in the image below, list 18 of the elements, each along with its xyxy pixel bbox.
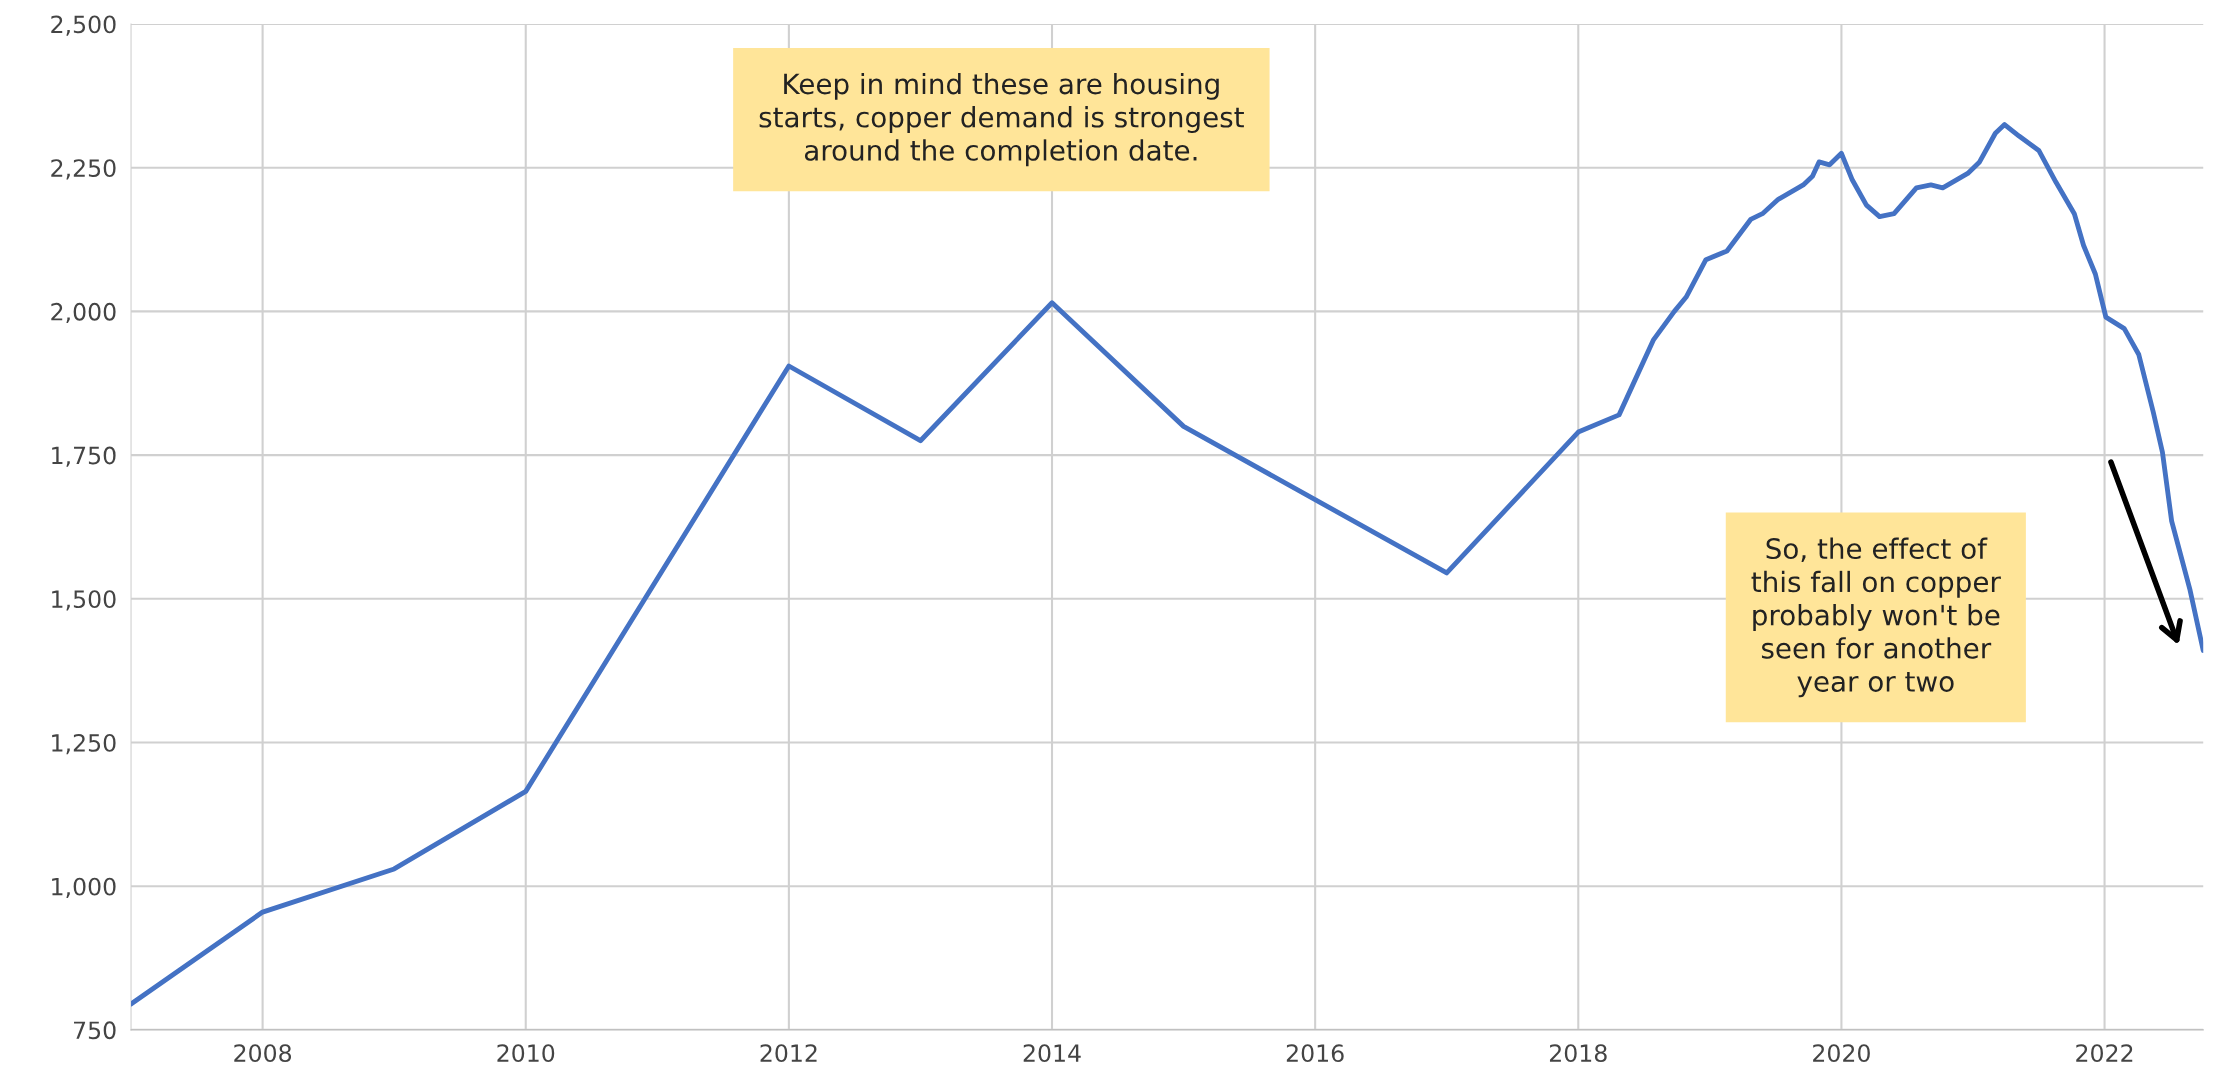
x-tick-label: 2016	[1286, 1044, 1344, 1063]
annotation: So, the effect of this fall on copper probably won't be seen for another year or two	[1751, 537, 2001, 698]
y-tick-label: 2,000	[51, 302, 116, 324]
y-tick-label: 1,750	[52, 446, 116, 467]
y-tick-label: 2,500	[51, 15, 116, 36]
x-tick-label: 2010	[497, 1044, 555, 1063]
x-tick-label: 2022	[2076, 1044, 2133, 1063]
x-tick-label: 2012	[760, 1044, 817, 1063]
y-tick-label: 2,250	[51, 159, 116, 180]
x-tick-label: 2018	[1549, 1044, 1607, 1063]
y-tick-label: 750	[74, 1021, 116, 1040]
y-tick-label: 1,500	[52, 590, 116, 611]
x-tick-label: 2020	[1813, 1044, 1870, 1063]
annotation: Keep in mind these are housing starts, copper demand is strongest around the completion date.	[759, 72, 1244, 167]
x-tick-label: 2008	[234, 1044, 292, 1063]
y-tick-label: 1,250	[52, 733, 116, 755]
y-tick-label: 1,000	[52, 877, 116, 898]
x-tick-label: 2014	[1023, 1044, 1081, 1063]
